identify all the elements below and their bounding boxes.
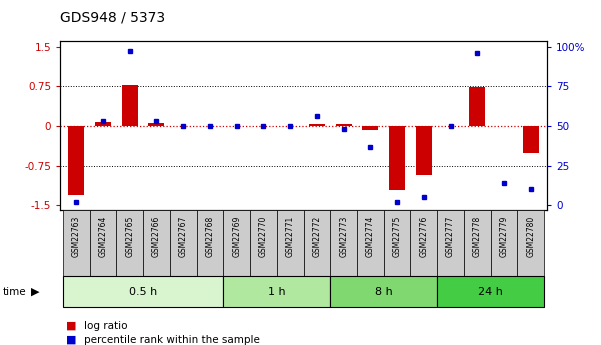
- Bar: [121, 85, 138, 126]
- Text: GSM22780: GSM22780: [526, 216, 535, 257]
- Text: GDS948 / 5373: GDS948 / 5373: [60, 10, 165, 24]
- Text: GSM22768: GSM22768: [206, 216, 215, 257]
- Bar: [169, 210, 197, 276]
- Bar: [250, 210, 276, 276]
- Bar: [362, 126, 379, 130]
- Text: GSM22763: GSM22763: [72, 216, 81, 257]
- Bar: [116, 210, 143, 276]
- Text: GSM22778: GSM22778: [473, 216, 482, 257]
- Bar: [309, 124, 325, 126]
- Bar: [438, 276, 545, 307]
- Bar: [331, 210, 357, 276]
- Text: percentile rank within the sample: percentile rank within the sample: [84, 335, 260, 345]
- Text: 24 h: 24 h: [478, 287, 503, 296]
- Text: GSM22774: GSM22774: [366, 216, 375, 257]
- Bar: [410, 210, 438, 276]
- Bar: [491, 210, 517, 276]
- Bar: [416, 126, 432, 175]
- Bar: [276, 210, 304, 276]
- Bar: [223, 210, 250, 276]
- Bar: [148, 123, 165, 126]
- Bar: [438, 210, 464, 276]
- Bar: [523, 126, 539, 154]
- Text: ■: ■: [66, 321, 76, 331]
- Text: 8 h: 8 h: [375, 287, 392, 296]
- Bar: [197, 210, 223, 276]
- Text: GSM22771: GSM22771: [285, 216, 294, 257]
- Bar: [331, 276, 438, 307]
- Bar: [389, 126, 405, 190]
- Text: GSM22766: GSM22766: [152, 216, 161, 257]
- Text: GSM22772: GSM22772: [313, 216, 322, 257]
- Bar: [469, 87, 486, 126]
- Bar: [357, 210, 384, 276]
- Bar: [68, 126, 84, 195]
- Bar: [335, 124, 352, 126]
- Bar: [63, 210, 90, 276]
- Bar: [464, 210, 491, 276]
- Bar: [95, 122, 111, 126]
- Text: ■: ■: [66, 335, 76, 345]
- Text: GSM22767: GSM22767: [178, 216, 188, 257]
- Text: GSM22765: GSM22765: [125, 216, 134, 257]
- Text: GSM22773: GSM22773: [339, 216, 348, 257]
- Bar: [517, 210, 545, 276]
- Text: GSM22779: GSM22779: [499, 216, 508, 257]
- Text: GSM22775: GSM22775: [392, 216, 401, 257]
- Text: 1 h: 1 h: [268, 287, 285, 296]
- Text: GSM22770: GSM22770: [259, 216, 268, 257]
- Bar: [304, 210, 331, 276]
- Text: GSM22777: GSM22777: [446, 216, 455, 257]
- Text: 0.5 h: 0.5 h: [129, 287, 157, 296]
- Text: GSM22764: GSM22764: [99, 216, 108, 257]
- Bar: [143, 210, 169, 276]
- Text: GSM22769: GSM22769: [232, 216, 241, 257]
- Text: time: time: [2, 287, 26, 296]
- Bar: [384, 210, 410, 276]
- Text: log ratio: log ratio: [84, 321, 127, 331]
- Bar: [63, 276, 223, 307]
- Bar: [90, 210, 116, 276]
- Text: GSM22776: GSM22776: [419, 216, 429, 257]
- Bar: [223, 276, 331, 307]
- Text: ▶: ▶: [31, 287, 40, 296]
